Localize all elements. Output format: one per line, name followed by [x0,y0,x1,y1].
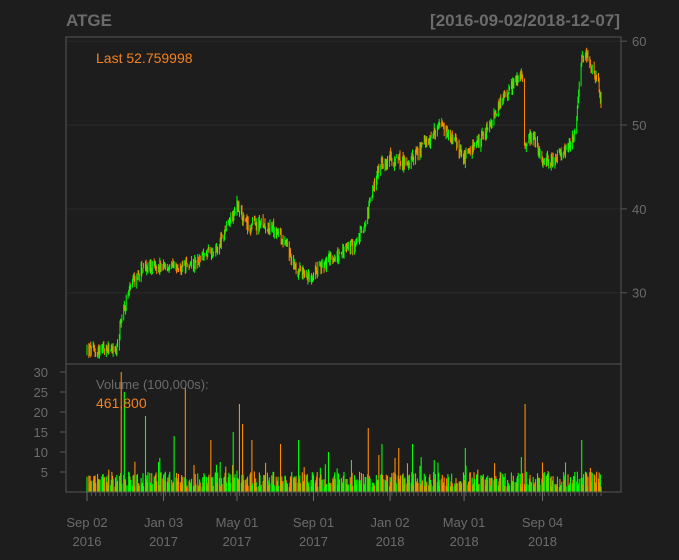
price-panel-frame [65,36,622,365]
volume-label: Volume (100,000s): [96,377,209,392]
volume-tick-label: 5 [41,465,48,480]
x-tick-year: 2018 [450,534,479,549]
price-tick-label: 50 [632,118,646,133]
volume-tick-label: 30 [34,365,48,380]
x-tick-label: May 01 [443,515,486,530]
volume-bars [86,372,602,492]
volume-tick-label: 20 [34,405,48,420]
x-tick-year: 2018 [376,534,405,549]
x-tick-year: 2017 [223,534,252,549]
price-tick-label: 60 [632,34,646,49]
chart-title: ATGE [66,11,112,30]
x-tick-label: Jan 02 [371,515,410,530]
price-tick-label: 30 [632,286,646,301]
last-price-label: Last 52.759998 [96,50,193,66]
price-axis: 30 40 50 60 [621,34,646,301]
x-tick-year: 2016 [73,534,102,549]
volume-tick-label: 15 [34,425,48,440]
price-gridlines [67,40,620,294]
x-axis: Sep 02 2016 Jan 03 2017 May 01 2017 Sep 01 2017… [66,491,602,549]
price-candles [86,47,602,359]
volume-tick-label: 25 [34,385,48,400]
volume-tick-label: 10 [34,445,48,460]
x-tick-label: Sep 01 [293,515,334,530]
x-tick-year: 2017 [299,534,328,549]
price-tick-label: 40 [632,202,646,217]
x-tick-year: 2018 [528,534,557,549]
volume-last-value: 461,800 [96,395,147,411]
date-range-label: [2016-09-02/2018-12-07] [430,11,620,30]
x-tick-label: Jan 03 [144,515,183,530]
x-tick-label: May 01 [216,515,259,530]
volume-axis: 5 10 15 20 25 30 [34,365,66,480]
x-tick-label: Sep 02 [66,515,107,530]
x-tick-year: 2017 [149,534,178,549]
x-tick-label: Sep 04 [522,515,563,530]
